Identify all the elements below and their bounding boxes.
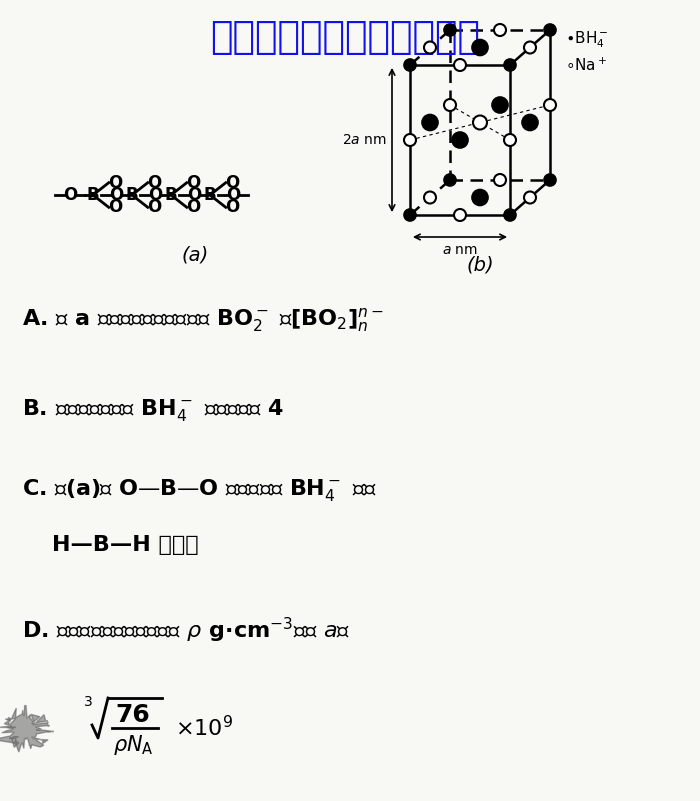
Circle shape [524, 42, 536, 54]
Text: 76: 76 [116, 703, 150, 727]
Circle shape [494, 24, 506, 36]
Text: B: B [164, 186, 177, 204]
Circle shape [454, 59, 466, 71]
Circle shape [524, 191, 536, 203]
Text: O: O [225, 199, 239, 216]
Text: 3: 3 [83, 695, 92, 709]
Circle shape [473, 115, 487, 130]
Circle shape [544, 24, 556, 36]
Circle shape [494, 174, 506, 186]
Text: O: O [108, 174, 122, 191]
Circle shape [472, 39, 488, 55]
Text: O: O [186, 199, 200, 216]
Text: B: B [126, 186, 139, 204]
Text: O: O [225, 174, 239, 191]
Text: O: O [226, 186, 240, 204]
Circle shape [444, 99, 456, 111]
Circle shape [424, 42, 436, 54]
Circle shape [444, 174, 456, 186]
Text: D. 若硼氢化钠晶体的密度为 $\rho$ g·cm$^{-3}$，则 $a$＝: D. 若硼氢化钠晶体的密度为 $\rho$ g·cm$^{-3}$，则 $a$＝ [22, 615, 350, 645]
Text: O: O [146, 199, 161, 216]
Circle shape [504, 209, 516, 221]
Text: $2a$ nm: $2a$ nm [342, 133, 387, 147]
Circle shape [404, 134, 416, 146]
Text: B: B [204, 186, 216, 204]
Text: O: O [63, 186, 77, 204]
Text: B. 硼氢化钠晶体中 BH$_4^-$ 的配位数为 4: B. 硼氢化钠晶体中 BH$_4^-$ 的配位数为 4 [22, 397, 284, 423]
Circle shape [424, 191, 436, 203]
Text: (a): (a) [181, 245, 209, 264]
Circle shape [454, 209, 466, 221]
Text: C. 图(a)中 O—B—O 的键角小于 BH$_4^-$ 中的: C. 图(a)中 O—B—O 的键角小于 BH$_4^-$ 中的 [22, 477, 377, 503]
Text: $a$ nm: $a$ nm [442, 243, 478, 257]
Circle shape [544, 174, 556, 186]
Polygon shape [0, 706, 54, 752]
Text: O: O [186, 174, 200, 191]
Text: $\circ$Na$^+$: $\circ$Na$^+$ [565, 56, 608, 74]
Text: 微信公众号关注：趋找答案: 微信公众号关注：趋找答案 [210, 20, 480, 56]
Circle shape [472, 190, 488, 206]
Text: O: O [146, 174, 161, 191]
Circle shape [504, 134, 516, 146]
Text: A. 图 a 中多硼酸根的化学式为 BO$_2^-$ 或[BO$_2$]$_n^{n-}$: A. 图 a 中多硼酸根的化学式为 BO$_2^-$ 或[BO$_2$]$_n^… [22, 306, 384, 334]
Text: (b): (b) [466, 256, 494, 275]
Circle shape [504, 59, 516, 71]
Circle shape [404, 209, 416, 221]
Text: O: O [109, 186, 123, 204]
Circle shape [522, 115, 538, 131]
Circle shape [452, 132, 468, 148]
Text: $\bullet$BH$_4^-$: $\bullet$BH$_4^-$ [565, 30, 608, 50]
Circle shape [422, 115, 438, 131]
Text: $\rho N_{\rm A}$: $\rho N_{\rm A}$ [113, 733, 153, 757]
Circle shape [492, 97, 508, 113]
Text: $\times 10^9$: $\times 10^9$ [175, 715, 233, 741]
Text: O: O [187, 186, 201, 204]
Circle shape [404, 59, 416, 71]
Text: O: O [108, 199, 122, 216]
Text: H—B—H 的键角: H—B—H 的键角 [52, 535, 199, 555]
Circle shape [544, 99, 556, 111]
Circle shape [444, 24, 456, 36]
Text: O: O [148, 186, 162, 204]
Text: B: B [87, 186, 99, 204]
